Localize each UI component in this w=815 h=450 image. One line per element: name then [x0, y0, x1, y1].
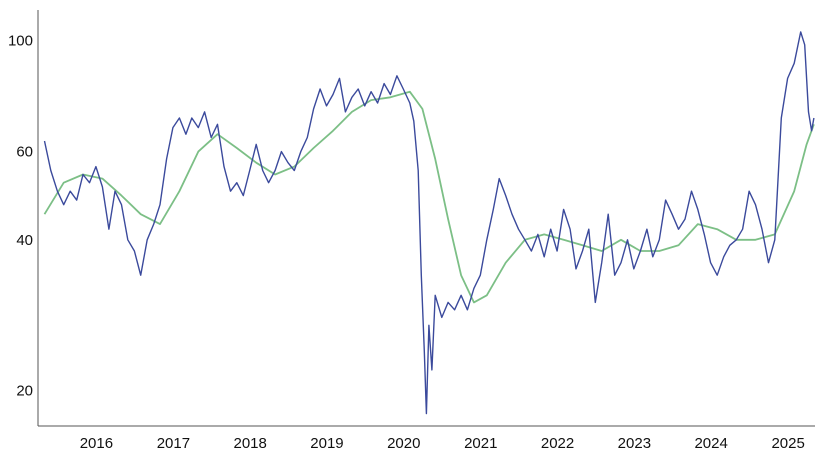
- x-tick-label: 2020: [387, 435, 420, 450]
- y-tick-label: 40: [16, 232, 33, 249]
- x-tick-label: 2019: [310, 435, 343, 450]
- y-tick-label: 20: [16, 383, 33, 400]
- y-tick-label: 100: [8, 32, 33, 49]
- x-tick-label: 2021: [464, 435, 497, 450]
- price-series-line: [43, 31, 815, 415]
- y-tick-label: 60: [16, 144, 33, 161]
- x-tick-label: 2017: [157, 435, 190, 450]
- moving-average-series-line: [43, 90, 815, 304]
- x-tick-label: 2018: [233, 435, 266, 450]
- x-tick-label: 2023: [618, 435, 651, 450]
- x-axis-ticks: 2016 2017 2018 2019 2020 2021 2022 2023 2024 2025: [80, 435, 805, 450]
- x-tick-label: 2025: [771, 435, 804, 450]
- x-tick-label: 2024: [694, 435, 727, 450]
- x-tick-label: 2022: [541, 435, 574, 450]
- y-axis-ticks: 20 40 60 100: [8, 32, 33, 399]
- x-tick-label: 2016: [80, 435, 113, 450]
- series-layer: [43, 31, 815, 415]
